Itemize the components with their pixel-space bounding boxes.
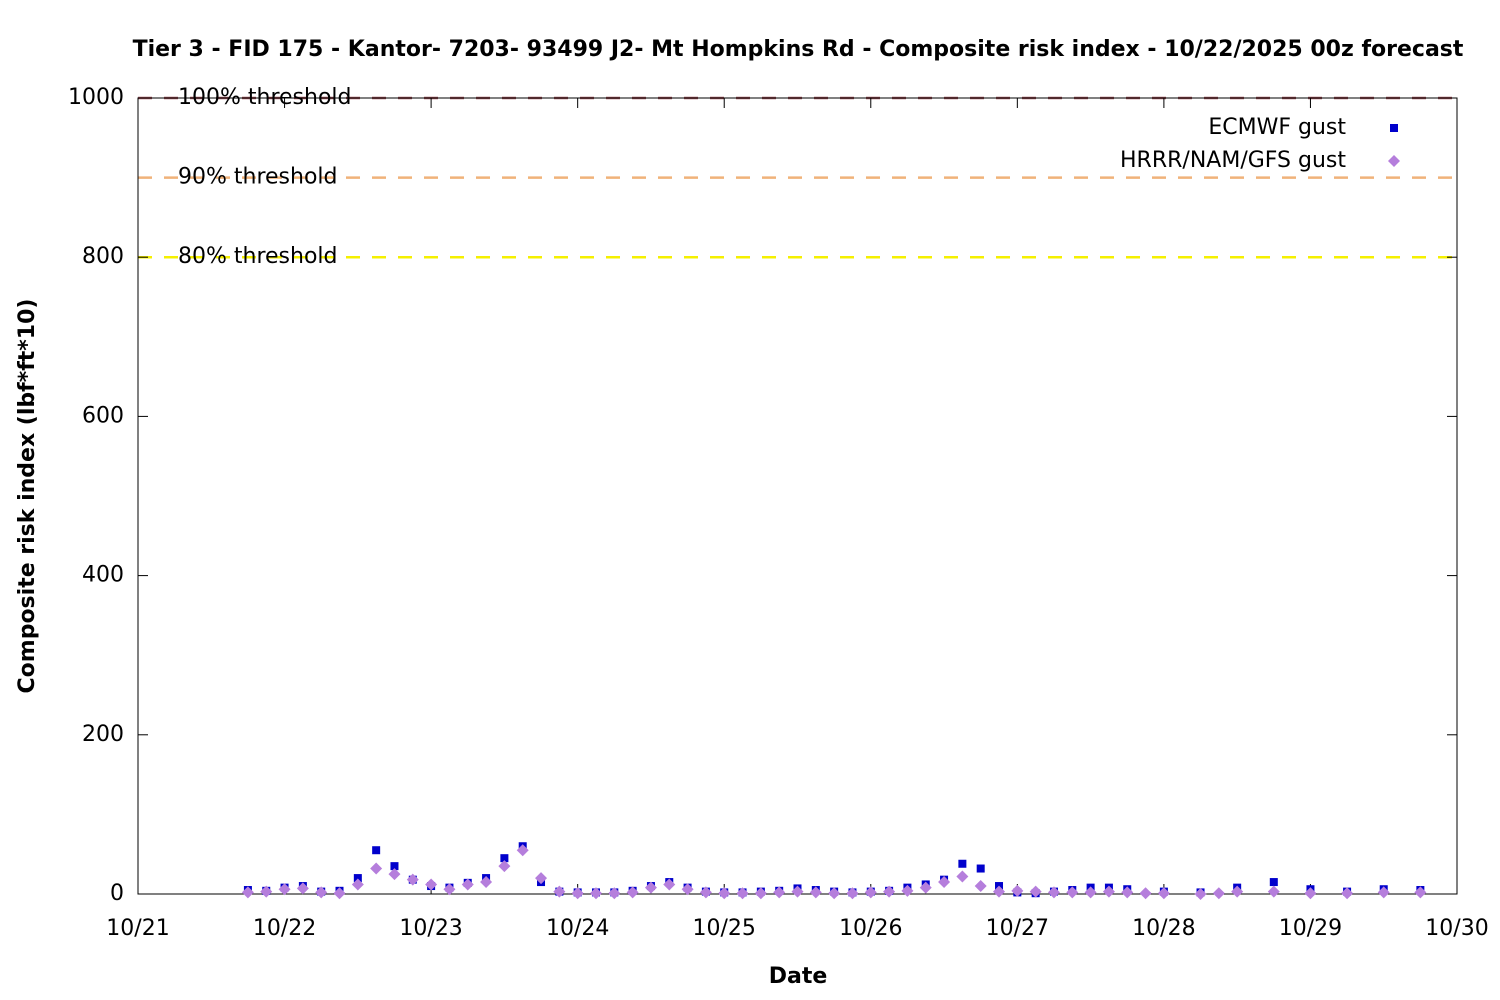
- point: [1212, 887, 1225, 900]
- point: [1341, 887, 1354, 900]
- point: [974, 880, 987, 893]
- point: [315, 886, 328, 899]
- y-tick-label: 200: [82, 722, 124, 747]
- point: [516, 844, 529, 857]
- point: [1377, 886, 1390, 899]
- x-tick-label: 10/23: [399, 916, 462, 941]
- y-tick-label: 400: [82, 563, 124, 588]
- point: [406, 873, 419, 886]
- point: [498, 860, 511, 873]
- point: [589, 887, 602, 900]
- point: [388, 868, 401, 881]
- point: [1121, 886, 1134, 899]
- point: [571, 887, 584, 900]
- point: [553, 885, 566, 898]
- y-axis-label: Composite risk index (lbf*ft*10): [15, 299, 40, 694]
- point: [791, 885, 804, 898]
- point: [864, 886, 877, 899]
- point: [754, 887, 767, 900]
- point: [1157, 887, 1170, 900]
- point: [1231, 885, 1244, 898]
- x-tick-label: 10/26: [839, 916, 902, 941]
- point: [1304, 887, 1317, 900]
- threshold-label: 90% threshold: [178, 165, 338, 190]
- x-tick-label: 10/29: [1279, 916, 1342, 941]
- point: [1194, 888, 1207, 900]
- point: [736, 887, 749, 900]
- point: [1047, 886, 1060, 899]
- point: [351, 878, 364, 891]
- legend-label: HRRR/NAM/GFS gust: [1120, 148, 1346, 173]
- point: [1102, 885, 1115, 898]
- point: [626, 886, 639, 899]
- point: [1414, 886, 1427, 899]
- point: [976, 864, 985, 873]
- y-tick-label: 600: [82, 403, 124, 428]
- point: [296, 882, 309, 895]
- y-tick-label: 0: [110, 881, 124, 906]
- x-tick-label: 10/28: [1132, 916, 1195, 941]
- point: [461, 878, 474, 891]
- point: [1011, 884, 1024, 897]
- point: [535, 872, 548, 885]
- point: [1084, 886, 1097, 899]
- point: [809, 886, 822, 899]
- x-axis-label: Date: [769, 964, 828, 989]
- point: [828, 887, 841, 900]
- point: [480, 876, 493, 889]
- point: [353, 874, 362, 883]
- point: [1269, 878, 1278, 887]
- legend-marker: [1388, 155, 1400, 167]
- y-tick-label: 800: [82, 244, 124, 269]
- x-tick-label: 10/30: [1425, 916, 1488, 941]
- point: [1267, 885, 1280, 898]
- point: [278, 883, 291, 896]
- point: [372, 846, 381, 855]
- chart-title: Tier 3 - FID 175 - Kantor- 7203- 93499 J…: [133, 37, 1464, 62]
- point: [608, 887, 621, 900]
- legend-marker: [1390, 124, 1398, 132]
- point: [938, 876, 951, 889]
- point: [699, 886, 712, 899]
- point: [773, 886, 786, 899]
- x-tick-label: 10/22: [253, 916, 316, 941]
- point: [370, 862, 383, 875]
- point: [681, 883, 694, 896]
- point: [956, 870, 969, 883]
- point: [663, 878, 676, 891]
- point: [260, 885, 273, 898]
- point: [241, 886, 254, 899]
- point: [500, 854, 509, 863]
- point: [443, 883, 456, 896]
- y-tick-label: 1000: [68, 85, 124, 110]
- point: [1139, 887, 1152, 900]
- point: [1066, 886, 1079, 899]
- point: [919, 881, 932, 894]
- point: [333, 887, 346, 900]
- point: [958, 859, 967, 868]
- point: [718, 887, 731, 900]
- x-tick-label: 10/24: [546, 916, 609, 941]
- point: [644, 881, 657, 894]
- point: [425, 878, 438, 891]
- x-tick-label: 10/27: [986, 916, 1049, 941]
- threshold-label: 80% threshold: [178, 244, 338, 269]
- point: [390, 862, 399, 871]
- x-tick-label: 10/21: [106, 916, 169, 941]
- legend-label: ECMWF gust: [1208, 115, 1346, 140]
- point: [993, 885, 1006, 898]
- x-tick-label: 10/25: [693, 916, 756, 941]
- point: [883, 885, 896, 898]
- point: [1029, 885, 1042, 898]
- point: [846, 887, 859, 900]
- plot-frame: [137, 97, 1458, 895]
- point: [901, 884, 914, 897]
